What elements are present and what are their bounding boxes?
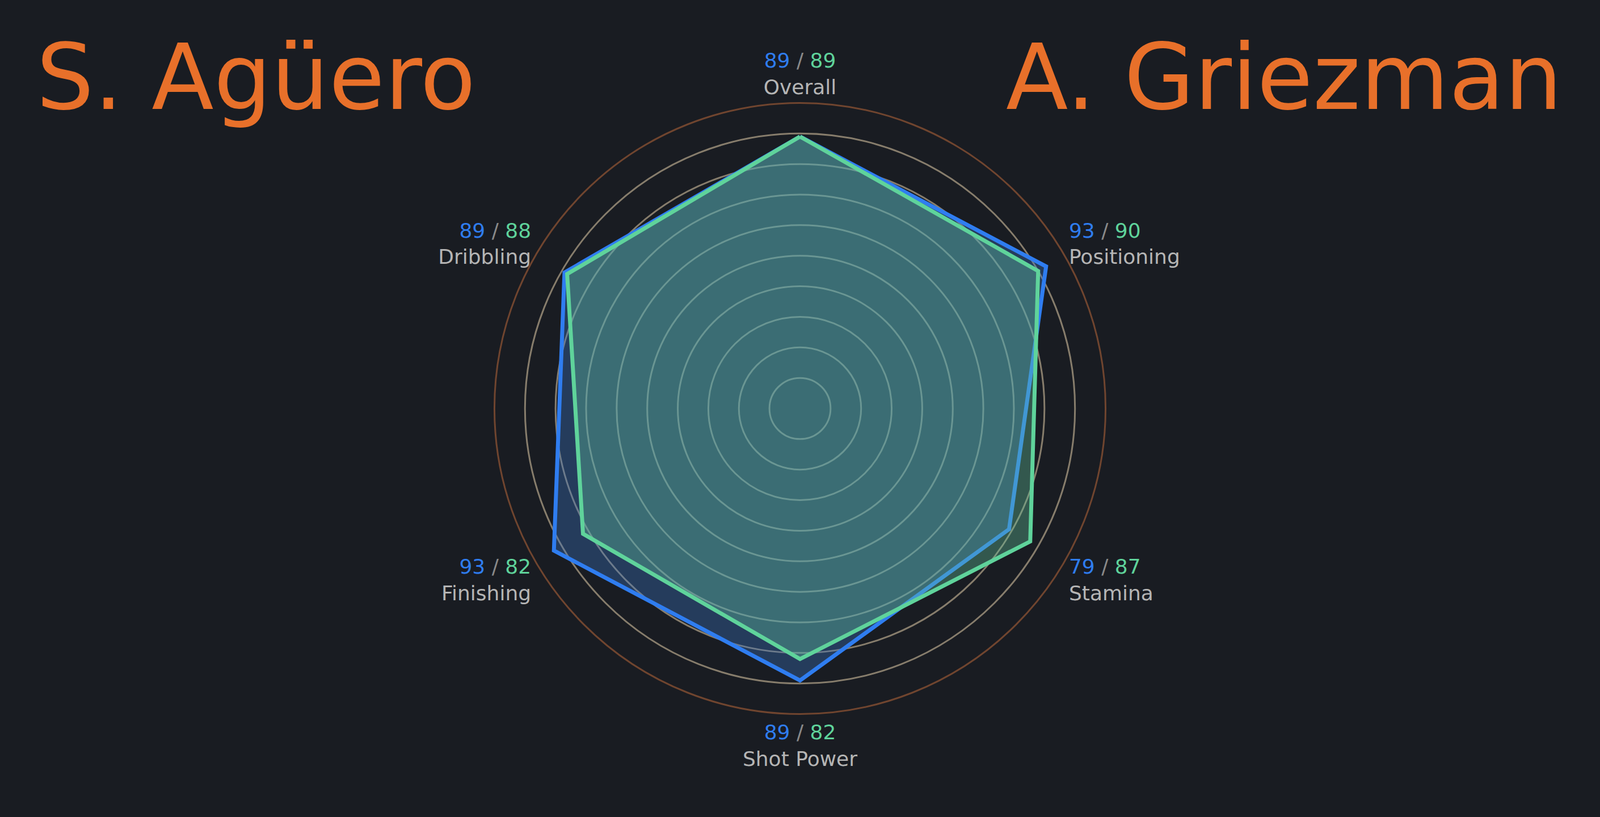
svg-text:79 / 87Stamina: 79 / 87Stamina bbox=[1068, 554, 1154, 605]
svg-text:89 / 88Dribbling: 89 / 88Dribbling bbox=[438, 219, 532, 269]
svg-text:93 / 90Positioning: 93 / 90Positioning bbox=[1068, 219, 1181, 269]
svg-text:A. Griezman: A. Griezman bbox=[1005, 24, 1562, 131]
svg-text:89 / 89Overall: 89 / 89Overall bbox=[763, 48, 837, 99]
svg-text:89 / 82Shot Power: 89 / 82Shot Power bbox=[742, 720, 858, 771]
svg-text:93 / 82Finishing: 93 / 82Finishing bbox=[441, 554, 532, 605]
svg-text:S. Agüero: S. Agüero bbox=[36, 24, 476, 131]
